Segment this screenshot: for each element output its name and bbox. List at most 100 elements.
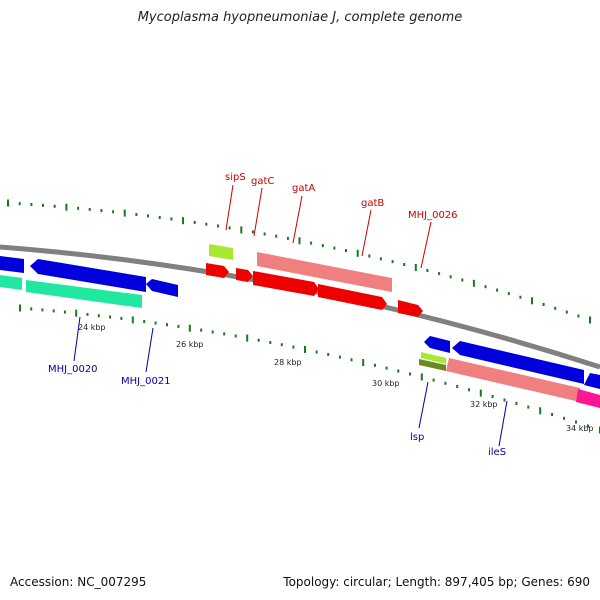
feature-mhj-0026-cds <box>398 300 423 317</box>
outer-tick-23 <box>275 234 278 238</box>
outer-tick-27 <box>321 244 324 248</box>
outer-tick-1 <box>18 202 21 206</box>
feature-lsp-gene-lower <box>419 359 446 371</box>
inner-tick-20 <box>246 334 249 342</box>
ruler-label-32kbp: 32 kbp <box>470 400 498 409</box>
genome-summary-text: Topology: circular; Length: 897,405 bp; … <box>283 575 590 589</box>
outer-tick-3 <box>42 203 44 207</box>
ruler-label-34kbp: 34 kbp <box>566 424 594 433</box>
outer-tick-12 <box>147 214 149 218</box>
feature-sips-cds <box>206 263 229 278</box>
inner-tick-2 <box>41 308 44 312</box>
outer-tick-8 <box>100 209 103 213</box>
label-sips: sipS <box>225 172 246 183</box>
outer-tick-50 <box>589 316 591 324</box>
label-mhj-0021: MHJ_0021 <box>121 376 171 387</box>
outer-tick-28 <box>333 246 336 250</box>
inner-tick-43 <box>515 402 518 405</box>
inner-tick-33 <box>397 369 400 373</box>
outer-tick-40 <box>472 279 475 287</box>
ruler-label-28kbp: 28 kbp <box>274 358 302 367</box>
outer-tick-5 <box>65 203 68 211</box>
feature-gatb-cds <box>318 284 387 310</box>
outer-tick-7 <box>88 207 91 211</box>
feature-magenta-right-edge <box>576 389 600 408</box>
inner-tick-34 <box>409 372 411 376</box>
feature-gata-cds <box>253 271 319 296</box>
inner-tick-11 <box>143 320 146 323</box>
outer-tick-19 <box>228 226 231 230</box>
inner-tick-15 <box>188 324 191 332</box>
outer-tick-13 <box>158 216 161 219</box>
map-title: Mycoplasma hyopneumoniae J, complete gen… <box>137 10 463 25</box>
inner-tick-21 <box>257 338 260 342</box>
leader-iles <box>498 400 508 447</box>
inner-tick-10 <box>131 316 134 324</box>
inner-tick-5 <box>75 309 78 317</box>
leader-gatc <box>253 187 263 237</box>
inner-tick-39 <box>468 388 470 392</box>
inner-tick-23 <box>280 343 283 347</box>
outer-tick-0 <box>7 199 9 207</box>
inner-tick-49 <box>587 424 589 428</box>
inner-tick-13 <box>166 323 168 327</box>
inner-tick-8 <box>109 315 112 319</box>
outer-tick-29 <box>345 249 347 253</box>
inner-tick-32 <box>385 366 388 370</box>
outer-tick-44 <box>519 295 522 299</box>
feature-blue-left-edge <box>0 256 24 273</box>
outer-tick-49 <box>577 314 580 318</box>
outer-tick-43 <box>507 292 510 296</box>
outer-tick-18 <box>217 224 219 228</box>
leader-gatb <box>361 209 372 257</box>
outer-tick-20 <box>240 226 243 234</box>
inner-tick-16 <box>200 328 203 332</box>
inner-tick-47 <box>563 416 566 420</box>
inner-tick-44 <box>527 405 530 409</box>
outer-tick-track <box>7 199 591 324</box>
leader-mhj-0021 <box>145 327 154 373</box>
outer-tick-32 <box>379 257 382 261</box>
outer-tick-6 <box>77 206 80 210</box>
outer-tick-9 <box>112 210 115 214</box>
inner-tick-track <box>19 304 600 434</box>
inner-tick-17 <box>211 330 214 334</box>
label-mhj-0026: MHJ_0026 <box>408 210 458 221</box>
inner-tick-46 <box>551 413 554 416</box>
inner-tick-27 <box>327 353 330 356</box>
feature-mhj-0021-cds <box>146 279 178 297</box>
outer-tick-10 <box>123 209 126 217</box>
inner-tick-6 <box>86 312 89 316</box>
feature-teal-left-edge <box>0 275 22 290</box>
outer-tick-37 <box>438 272 441 276</box>
inner-tick-25 <box>304 346 306 353</box>
outer-tick-22 <box>263 232 266 236</box>
outer-tick-47 <box>554 306 557 310</box>
outer-tick-41 <box>484 285 487 289</box>
inner-tick-37 <box>444 381 447 385</box>
feature-mhj-0020-gene <box>26 280 142 308</box>
feature-mhj-0020-cds <box>30 259 146 292</box>
inner-tick-0 <box>19 304 21 312</box>
inner-tick-42 <box>503 398 506 402</box>
outer-tick-26 <box>310 241 313 245</box>
label-iles: ileS <box>488 447 506 458</box>
outer-tick-38 <box>449 275 452 279</box>
label-gata: gatA <box>292 183 315 194</box>
ruler-label-24kbp: 24 kbp <box>78 323 106 332</box>
inner-tick-38 <box>456 385 459 388</box>
inner-tick-19 <box>234 334 237 338</box>
feature-iles-gene <box>446 358 580 402</box>
inner-tick-35 <box>420 373 423 381</box>
inner-tick-41 <box>491 395 494 398</box>
inner-tick-48 <box>575 420 577 424</box>
outer-tick-48 <box>565 310 568 314</box>
inner-tick-18 <box>223 332 226 336</box>
outer-tick-33 <box>391 260 394 264</box>
inner-tick-26 <box>315 350 318 354</box>
label-lsp: lsp <box>410 432 424 443</box>
feature-lsp-cds <box>424 336 450 353</box>
outer-tick-2 <box>30 203 33 206</box>
outer-tick-35 <box>414 264 417 271</box>
inner-tick-14 <box>177 324 180 328</box>
